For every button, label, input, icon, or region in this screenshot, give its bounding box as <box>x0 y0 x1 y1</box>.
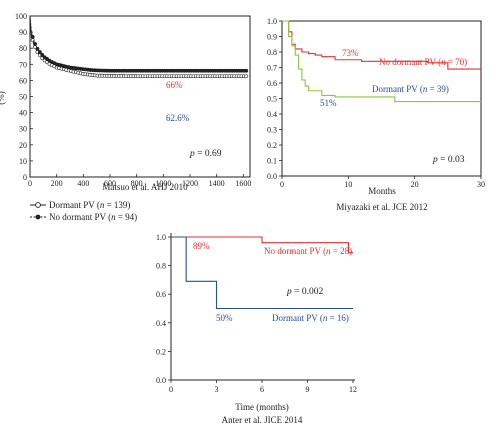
y-tick-label: 0.4 <box>156 319 166 328</box>
x-tick-label: 6 <box>260 385 264 394</box>
x-tick-label: 9 <box>306 385 310 394</box>
x-tick-label: 0 <box>28 179 32 188</box>
x-tick-label: 800 <box>131 179 143 188</box>
y-tick-label: 0.6 <box>156 290 166 299</box>
y-tick-label: 1.0 <box>267 17 277 26</box>
y-tick-label: 0.5 <box>267 95 277 104</box>
censor-marker <box>40 53 45 57</box>
miyazaki-annotation-51: 51% <box>320 98 337 108</box>
legend-filled-circle-icon <box>35 214 41 220</box>
y-tick-label: 0.6 <box>267 79 277 88</box>
censor-marker <box>244 68 249 73</box>
y-tick-label: 100 <box>15 12 27 21</box>
anter-annotation-89: 89% <box>193 241 210 251</box>
y-tick-label: 50 <box>19 93 27 102</box>
x-tick-label: 0 <box>169 385 173 394</box>
y-tick-label: 20 <box>19 141 27 150</box>
y-tick-label: 40 <box>19 109 27 118</box>
x-tick-label: 30 <box>477 180 485 189</box>
x-tick-label: 200 <box>51 179 63 188</box>
x-tick-label: 20 <box>411 180 419 189</box>
censor-marker <box>35 46 40 51</box>
y-tick-label: 1.0 <box>156 233 166 242</box>
legend-dormant-label: Dormant PV (n = 139) <box>49 200 130 210</box>
legend-no-dormant-label: No dormant PV (n = 94) <box>49 212 137 222</box>
matsuo-y-label: (%) <box>0 91 6 105</box>
y-tick-label: 0.1 <box>267 157 277 166</box>
anter-annotation-50: 50% <box>216 313 233 323</box>
y-tick-label: 0.0 <box>156 376 166 385</box>
y-tick-label: 0.9 <box>267 33 277 42</box>
y-tick-label: 0.3 <box>267 126 277 135</box>
y-tick-label: 80 <box>19 44 27 53</box>
y-tick-label: 60 <box>19 76 27 85</box>
x-tick-label: 3 <box>215 385 219 394</box>
x-tick-label: 12 <box>349 385 357 394</box>
panel-miyazaki: 0.0 0.1 0.2 0.3 0.4 0.5 0.6 0.7 0.8 0.9 1.0 0 10 20 30… <box>267 17 485 212</box>
miyazaki-series-line <box>282 20 481 70</box>
miyazaki-plot: 0.0 0.1 0.2 0.3 0.4 0.5 0.6 0.7 0.8 0.9 1.0 0 10 20 30 <box>267 17 485 189</box>
y-tick-label: 10 <box>19 157 27 166</box>
miyazaki-source: Miyazaki et al. JCE 2012 <box>336 202 427 212</box>
x-tick-label: 1000 <box>155 179 171 188</box>
x-tick-label: 1400 <box>209 179 225 188</box>
anter-series-line <box>171 236 353 310</box>
y-tick-label: 70 <box>19 60 27 69</box>
miyazaki-series-line <box>282 20 481 103</box>
anter-plot: 0.0 0.2 0.4 0.6 0.8 1.0 0 3 6 9 12 <box>156 233 357 394</box>
anter-source: Anter et al. JICE 2014 <box>222 415 303 425</box>
censor-marker <box>33 42 37 46</box>
anter-series-line <box>171 236 353 254</box>
y-tick-label: 0.8 <box>267 48 277 57</box>
matsuo-p-value: p = 0.69 <box>189 149 222 159</box>
anter-p-value: p = 0.002 <box>286 287 323 297</box>
x-tick-label: 0 <box>280 180 284 189</box>
x-tick-label: 1200 <box>182 179 198 188</box>
panel-anter: 0.0 0.2 0.4 0.6 0.8 1.0 0 3 6 9 12 89% No dormant … <box>156 233 357 425</box>
censor-marker <box>37 50 42 54</box>
x-tick-label: 600 <box>104 179 116 188</box>
matsuo-annotation-62: 62.6% <box>166 113 190 123</box>
censor-marker <box>30 35 35 39</box>
miyazaki-x-label: Months <box>368 186 396 196</box>
miyazaki-label-dormant: Dormant PV (n = 39) <box>372 84 449 94</box>
y-tick-label: 0.0 <box>267 172 277 181</box>
y-tick-label: 0.2 <box>156 347 166 356</box>
anter-label-no-dormant: No dormant PV (n = 28) <box>264 246 352 256</box>
y-tick-label: 30 <box>19 125 27 134</box>
y-tick-label: 0.8 <box>156 262 166 271</box>
matsuo-source: Matsuo et al. AHJ 2010 <box>102 182 188 192</box>
anter-label-dormant: Dormant PV (n = 16) <box>272 313 349 323</box>
matsuo-series-line <box>29 15 244 72</box>
matsuo-annotation-66: 66% <box>166 80 183 90</box>
y-tick-label: 90 <box>19 28 27 37</box>
legend-open-circle-icon <box>35 202 41 208</box>
censor-marker <box>244 74 249 79</box>
x-tick-label: 400 <box>77 179 89 188</box>
y-tick-label: 0 <box>23 173 27 182</box>
x-tick-label: 1600 <box>235 179 251 188</box>
miyazaki-plot-frame <box>281 20 482 177</box>
y-tick-label: 0.4 <box>267 110 277 119</box>
matsuo-legend: Dormant PV (n = 139) No dormant PV (n = … <box>30 200 137 222</box>
y-tick-label: 0.2 <box>267 141 277 150</box>
miyazaki-annotation-73: 73% <box>342 48 359 58</box>
miyazaki-label-no-dormant: No dormant PV (n = 70) <box>379 57 467 67</box>
y-tick-label: 0.7 <box>267 64 277 73</box>
miyazaki-p-value: p = 0.03 <box>432 155 465 165</box>
anter-x-label: Time (months) <box>235 402 288 412</box>
x-tick-label: 10 <box>344 180 352 189</box>
